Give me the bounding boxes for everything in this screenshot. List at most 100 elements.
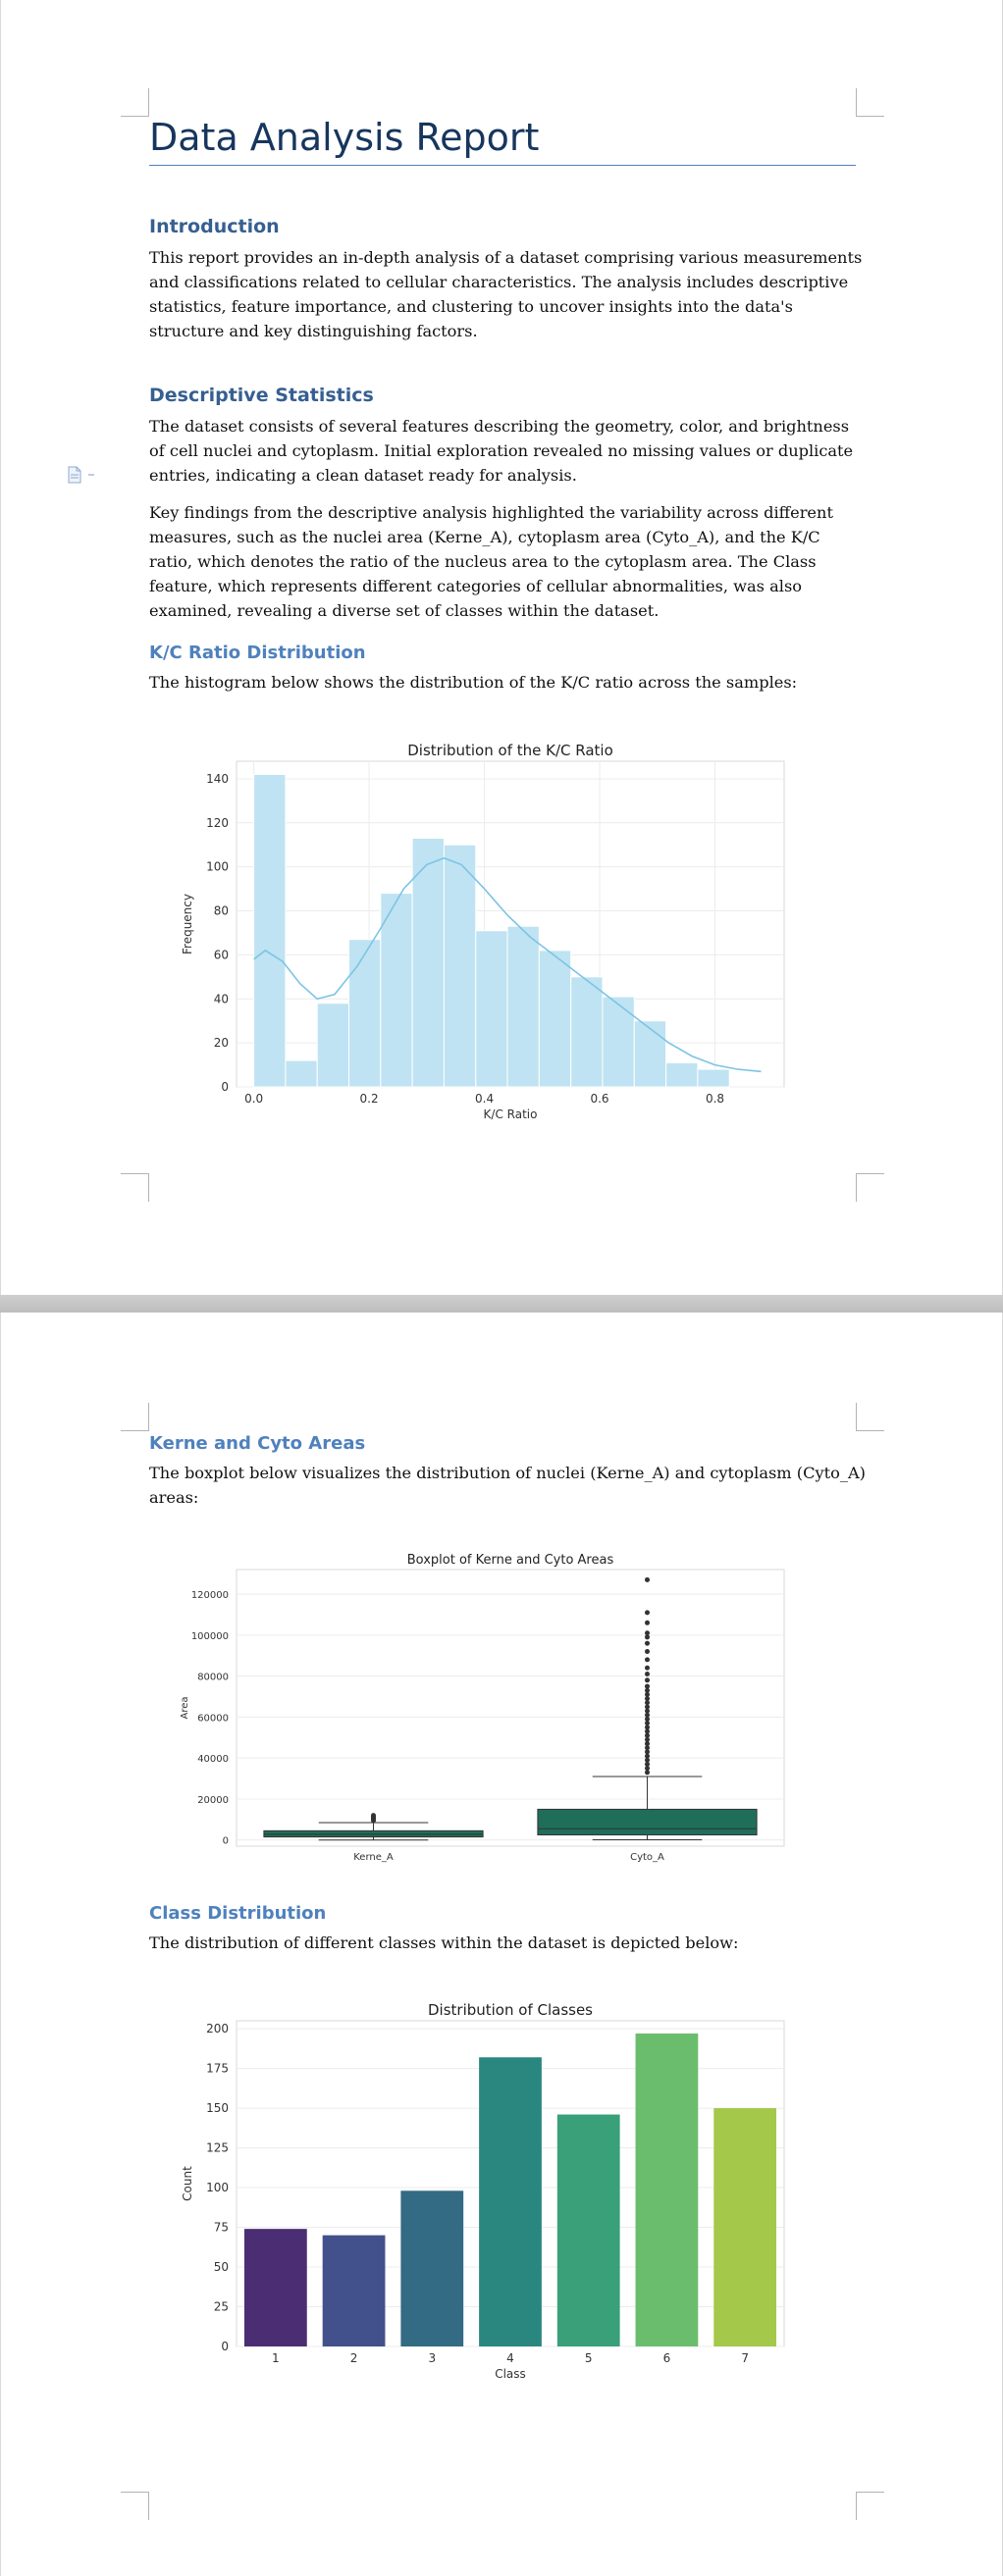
x-tick-label: 5 <box>585 2351 593 2365</box>
crop-mark <box>121 1173 149 1202</box>
outlier-point <box>645 1745 650 1751</box>
bar-class-3 <box>400 2190 464 2346</box>
y-tick-label: 0 <box>223 1836 229 1847</box>
paragraph-kc-ratio[interactable]: The histogram below shows the distributi… <box>149 673 798 692</box>
outlier-point <box>645 1766 650 1772</box>
histogram-bar <box>665 1061 699 1088</box>
outlier-point <box>645 1630 650 1636</box>
chart-title: Distribution of Classes <box>428 2001 593 2019</box>
outlier-point <box>645 1725 650 1730</box>
histogram-bar <box>348 939 382 1088</box>
y-tick-label: 140 <box>206 772 229 786</box>
bar-class-6 <box>635 2033 699 2346</box>
chart-title: Boxplot of Kerne and Cyto Areas <box>407 1553 614 1568</box>
outlier-point <box>371 1813 376 1819</box>
y-tick-label: 75 <box>214 2221 229 2235</box>
y-tick-label: 120 <box>206 816 229 830</box>
histogram-bar <box>285 1059 318 1088</box>
heading-kerne-cyto-areas[interactable]: Kerne and Cyto Areas <box>149 1433 366 1454</box>
heading-kc-ratio[interactable]: K/C Ratio Distribution <box>149 643 366 663</box>
y-tick-label: 0 <box>221 2340 229 2353</box>
outlier-point <box>645 1672 650 1677</box>
heading-introduction[interactable]: Introduction <box>149 216 280 237</box>
document-icon <box>68 466 81 484</box>
x-tick-label: 2 <box>350 2351 358 2365</box>
y-axis-label: Frequency <box>181 894 194 954</box>
paragraph-descriptive-1[interactable]: The dataset consists of several features… <box>149 417 854 485</box>
chevron-down-icon <box>88 474 94 476</box>
bar-class-2 <box>322 2235 386 2346</box>
outlier-point <box>645 1683 650 1689</box>
histogram-bar <box>475 930 508 1088</box>
outlier-point <box>645 1620 650 1625</box>
outlier-point <box>645 1736 650 1742</box>
outlier-point <box>645 1634 650 1640</box>
document-page-1: Data Analysis Report Introduction This r… <box>0 0 1003 1295</box>
y-tick-label: 80 <box>214 904 229 918</box>
outlier-point <box>645 1700 650 1706</box>
crop-mark <box>121 88 149 117</box>
outlier-point <box>645 1704 650 1710</box>
histogram-bar <box>316 1003 350 1088</box>
x-tick-label: 0.0 <box>244 1092 263 1106</box>
outlier-point <box>645 1576 650 1582</box>
y-tick-label: 175 <box>206 2062 229 2076</box>
x-tick-label: 6 <box>663 2351 671 2365</box>
y-tick-label: 80000 <box>197 1673 229 1683</box>
document-title[interactable]: Data Analysis Report <box>149 116 856 166</box>
document-page-2: Kerne and Cyto Areas The boxplot below v… <box>0 1313 1003 2576</box>
heading-class-distribution[interactable]: Class Distribution <box>149 1903 327 1924</box>
outlier-point <box>645 1696 650 1702</box>
y-axis-label: Area <box>180 1696 190 1719</box>
y-tick-label: 20000 <box>197 1795 229 1806</box>
paragraph-descriptive-2[interactable]: Key findings from the descriptive analys… <box>149 503 833 620</box>
outlier-point <box>645 1741 650 1747</box>
outlier-point <box>645 1657 650 1663</box>
x-tick-label: 7 <box>741 2351 749 2365</box>
paragraph-class-distribution[interactable]: The distribution of different classes wi… <box>149 1933 739 1952</box>
paragraph-introduction[interactable]: This report provides an in-depth analysi… <box>149 248 863 340</box>
y-tick-label: 20 <box>214 1036 229 1050</box>
histogram-bar <box>538 950 572 1088</box>
y-tick-label: 200 <box>206 2022 229 2035</box>
kde-line <box>253 856 762 1073</box>
histogram-bar <box>633 1020 667 1088</box>
x-tick-label: 3 <box>428 2351 436 2365</box>
crop-mark <box>856 2492 884 2520</box>
y-tick-label: 125 <box>206 2141 229 2155</box>
outlier-point <box>645 1770 650 1776</box>
y-tick-label: 0 <box>221 1080 229 1094</box>
heading-descriptive-statistics[interactable]: Descriptive Statistics <box>149 385 374 406</box>
outlier-point <box>645 1691 650 1697</box>
x-tick-label: 4 <box>506 2351 514 2365</box>
outlier-point <box>645 1761 650 1767</box>
y-tick-label: 60 <box>214 948 229 961</box>
histogram-bar <box>253 773 287 1088</box>
histogram-bar <box>697 1068 730 1088</box>
outlier-point <box>645 1677 650 1683</box>
paragraph-kerne-cyto-areas[interactable]: The boxplot below visualizes the distrib… <box>149 1464 866 1507</box>
bar-class-4 <box>479 2057 542 2346</box>
crop-mark <box>121 2492 149 2520</box>
crop-mark <box>121 1403 149 1431</box>
outlier-point <box>645 1640 650 1646</box>
class-distribution-bar-chart: 0 25 50 75 100 125 150 175 200 1 2 3 4 5 6 7 Distributio… <box>181 2001 785 2381</box>
x-tick-label: 1 <box>272 2351 280 2365</box>
bar-class-7 <box>713 2108 777 2346</box>
y-tick-label: 60000 <box>197 1713 229 1724</box>
histogram-bar <box>506 925 540 1088</box>
outlier-point <box>645 1728 650 1734</box>
plot-area <box>236 1569 785 1847</box>
histogram-bar <box>570 976 604 1088</box>
outlier-point <box>645 1753 650 1759</box>
y-tick-label: 150 <box>206 2101 229 2115</box>
y-tick-label: 40 <box>214 992 229 1005</box>
crop-mark <box>856 1173 884 1202</box>
crop-mark <box>856 1403 884 1431</box>
paragraph-options-button[interactable] <box>66 465 105 485</box>
outlier-point <box>645 1716 650 1722</box>
bar-class-5 <box>556 2114 620 2346</box>
bar-class-1 <box>243 2229 307 2346</box>
y-tick-label: 100000 <box>191 1631 229 1642</box>
outlier-point <box>645 1721 650 1726</box>
